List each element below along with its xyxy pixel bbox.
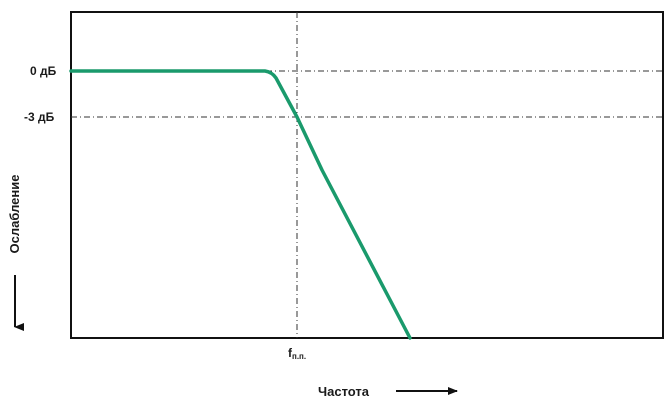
cutoff-frequency-label: fп.п. — [288, 346, 306, 361]
minus3-db-label: -3 дБ — [24, 110, 55, 124]
plot-frame — [70, 11, 664, 339]
y-axis-label: Ослабление — [7, 175, 22, 254]
x-axis-label: Частота — [318, 384, 370, 398]
zero-db-label: 0 дБ — [30, 64, 57, 78]
frequency-response-curve — [69, 69, 412, 340]
cutoff-frequency-subscript: п.п. — [292, 352, 306, 361]
cutoff-frequency-symbol: f — [288, 346, 293, 360]
